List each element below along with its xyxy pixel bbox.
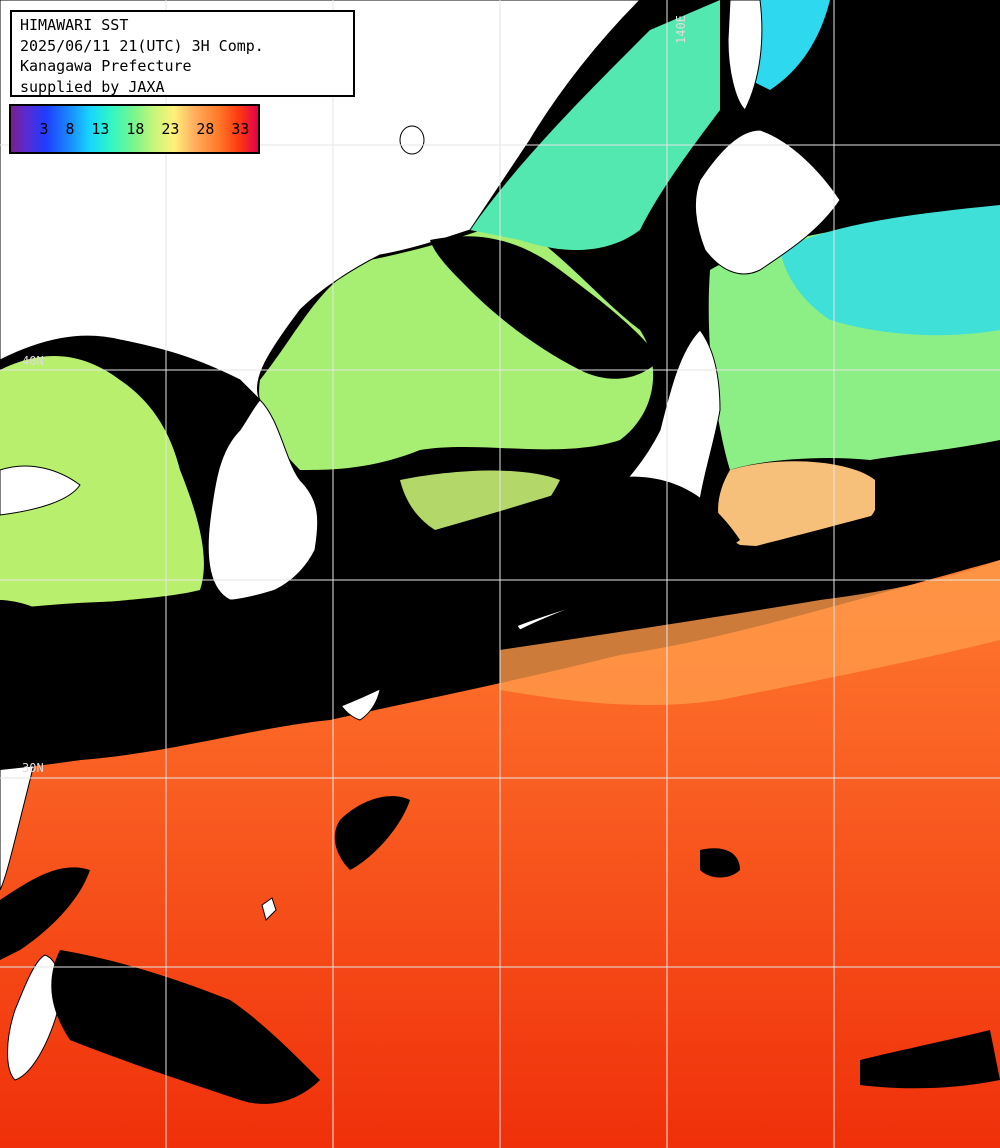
colorbar-labels: 3 8 13 18 23 28 33: [11, 120, 258, 138]
colorbar-label: 8: [65, 120, 75, 138]
colorbar-label: 18: [126, 120, 145, 138]
land-sakhalin: [727, 0, 763, 111]
land-asia-north: [0, 0, 641, 401]
cloud-patch-south-3: [860, 1030, 1000, 1089]
cloud-patch-ne: [830, 0, 1000, 210]
info-region: Kanagawa Prefecture: [20, 57, 192, 75]
sea-of-japan-north: [470, 0, 720, 250]
cloud-band-east: [700, 480, 1000, 610]
info-datetime: 2025/06/11 21(UTC) 3H Comp.: [20, 36, 264, 55]
cloud-patch-south-1: [334, 796, 410, 870]
cloud-patch-south-4: [700, 848, 740, 878]
colorbar-label: 33: [231, 120, 250, 138]
land-hokkaido: [695, 129, 841, 275]
grid-label-40n: 40N: [22, 354, 44, 368]
cloud-patch-sw: [0, 867, 90, 960]
land-shandong: [0, 465, 81, 516]
yellow-sea: [0, 356, 204, 610]
colorbar-label: 3: [39, 120, 49, 138]
okhotsk-sea: [750, 0, 830, 90]
grid-label-30n: 30N: [22, 761, 44, 775]
land-island-2: [399, 125, 425, 155]
pacific-northeast-cold: [780, 205, 1000, 336]
colorbar-label: 28: [196, 120, 215, 138]
land-island-3: [261, 897, 277, 921]
cloud-patch-japan-sea: [430, 236, 660, 379]
info-supplier: supplied by JAXA: [20, 77, 165, 96]
grid-label-140e: 140E: [674, 15, 688, 44]
cloud-band-central: [0, 476, 740, 770]
info-box: HIMAWARI SST 2025/06/11 21(UTC) 3H Comp.…: [10, 10, 355, 97]
colorbar-label: 13: [91, 120, 110, 138]
colorbar-label: 23: [161, 120, 180, 138]
kuroshio-band: [500, 560, 1000, 706]
warm-patch-east: [718, 461, 875, 547]
cloud-patch-south-2: [51, 950, 321, 1104]
sst-colorbar: 3 8 13 18 23 28 33: [9, 104, 260, 154]
info-title: HIMAWARI SST: [20, 16, 129, 34]
cloud-patches: [0, 0, 1000, 1104]
